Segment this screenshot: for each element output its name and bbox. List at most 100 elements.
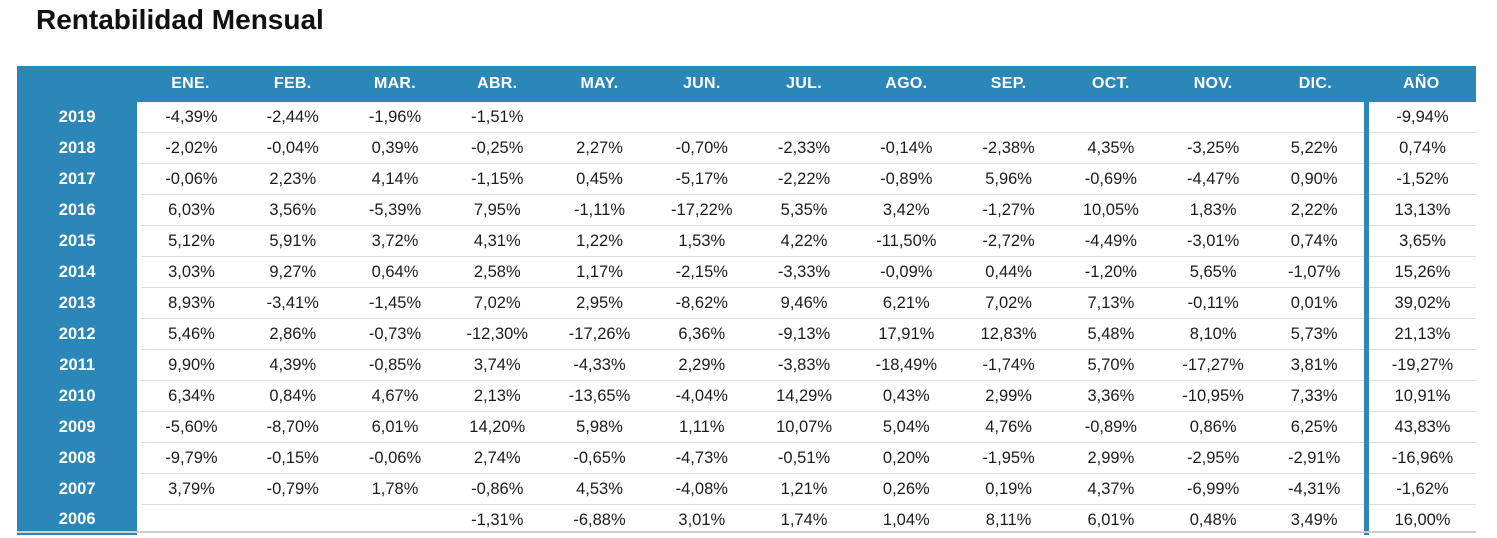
value-cell: -1,20% bbox=[1059, 256, 1162, 288]
value-cell: -8,62% bbox=[650, 287, 753, 319]
value-cell: -0,04% bbox=[241, 132, 344, 164]
value-cell: 2,23% bbox=[241, 163, 344, 195]
year-cell: 2015 bbox=[17, 225, 142, 257]
value-cell: -3,83% bbox=[752, 349, 856, 381]
column-header: MAY. bbox=[548, 66, 651, 102]
column-header: SEP. bbox=[957, 66, 1060, 102]
value-cell: 0,86% bbox=[1161, 411, 1265, 443]
table-row: 2019 -4,39% -2,44% -1,96% -1,51% -9,94% bbox=[17, 102, 1476, 133]
value-cell: -4,33% bbox=[548, 349, 651, 381]
value-cell: -9,13% bbox=[752, 318, 856, 350]
value-cell: 7,95% bbox=[446, 194, 549, 226]
value-cell: 0,43% bbox=[855, 380, 958, 412]
value-cell: -0,89% bbox=[855, 163, 958, 195]
value-cell: 4,67% bbox=[343, 380, 447, 412]
value-cell: 2,86% bbox=[241, 318, 344, 350]
table-row: 2017 -0,06% 2,23% 4,14% -1,15% 0,45% -5,17% -2,… bbox=[17, 163, 1476, 195]
column-header: ABR. bbox=[446, 66, 549, 102]
value-cell: 5,04% bbox=[855, 411, 958, 443]
value-cell bbox=[855, 102, 958, 133]
value-cell: 2,58% bbox=[446, 256, 549, 288]
value-cell: -9,79% bbox=[139, 442, 242, 474]
year-cell: 2013 bbox=[17, 287, 142, 319]
value-cell: 4,14% bbox=[343, 163, 447, 195]
value-cell: 4,31% bbox=[446, 225, 549, 257]
value-cell: 1,11% bbox=[650, 411, 753, 443]
value-cell: -6,99% bbox=[1161, 473, 1265, 505]
value-cell bbox=[752, 102, 856, 133]
value-cell: -0,06% bbox=[139, 163, 242, 195]
value-cell: 4,39% bbox=[241, 349, 344, 381]
value-cell: 6,01% bbox=[343, 411, 447, 443]
value-cell: 0,90% bbox=[1264, 163, 1367, 195]
value-cell: 2,99% bbox=[957, 380, 1060, 412]
value-cell: 0,48% bbox=[1189, 510, 1237, 529]
value-cell: 3,74% bbox=[446, 349, 549, 381]
value-cell bbox=[650, 102, 753, 133]
value-cell: -1,74% bbox=[957, 349, 1060, 381]
value-cell: -2,15% bbox=[650, 256, 753, 288]
year-total-cell: -1,52% bbox=[1364, 163, 1476, 195]
value-cell: 2,29% bbox=[650, 349, 753, 381]
value-cell: 4,22% bbox=[752, 225, 856, 257]
column-header: OCT. bbox=[1059, 66, 1162, 102]
value-cell: -0,65% bbox=[548, 442, 651, 474]
year-total-cell: 16,00% bbox=[1364, 504, 1476, 535]
value-cell: -4,73% bbox=[650, 442, 753, 474]
table-bottom-divider bbox=[17, 531, 1476, 533]
value-cell: 6,34% bbox=[139, 380, 242, 412]
corner-cell bbox=[17, 66, 140, 102]
value-cell: 8,93% bbox=[139, 287, 242, 319]
value-cell: -1,15% bbox=[446, 163, 549, 195]
value-cell: 1,83% bbox=[1161, 194, 1265, 226]
value-cell: -18,49% bbox=[855, 349, 958, 381]
value-cell: 10,07% bbox=[752, 411, 856, 443]
value-cell bbox=[1059, 102, 1162, 133]
year-cell: 2008 bbox=[17, 442, 142, 474]
value-cell bbox=[548, 102, 651, 133]
value-cell: 1,17% bbox=[548, 256, 651, 288]
value-cell: -0,69% bbox=[1059, 163, 1162, 195]
table-row: 2011 9,90% 4,39% -0,85% 3,74% -4,33% 2,29% -3,8… bbox=[17, 349, 1476, 381]
value-cell: 5,22% bbox=[1264, 132, 1367, 164]
value-cell: -0,73% bbox=[343, 318, 447, 350]
value-cell: 0,26% bbox=[855, 473, 958, 505]
value-cell: -4,39% bbox=[139, 102, 242, 133]
year-cell: 2017 bbox=[17, 163, 142, 195]
value-cell: 14,20% bbox=[446, 411, 549, 443]
value-cell: -5,17% bbox=[650, 163, 753, 195]
value-cell: -0,70% bbox=[650, 132, 753, 164]
value-cell: -4,04% bbox=[650, 380, 753, 412]
value-cell: -0,85% bbox=[343, 349, 447, 381]
value-cell: 9,27% bbox=[241, 256, 344, 288]
year-cell: 2007 bbox=[17, 473, 142, 505]
value-cell: -4,08% bbox=[650, 473, 753, 505]
value-cell: 7,33% bbox=[1264, 380, 1367, 412]
column-header: ENE. bbox=[139, 66, 242, 102]
value-cell: 9,90% bbox=[139, 349, 242, 381]
value-cell: -12,30% bbox=[446, 318, 549, 350]
year-cell: 2016 bbox=[17, 194, 142, 226]
value-cell: 5,46% bbox=[139, 318, 242, 350]
value-cell bbox=[957, 102, 1060, 133]
value-cell: 0,44% bbox=[957, 256, 1060, 288]
value-cell: -5,60% bbox=[139, 411, 242, 443]
year-total-cell: 0,74% bbox=[1364, 132, 1476, 164]
value-cell: 8,11% bbox=[985, 510, 1032, 529]
value-cell: -2,02% bbox=[139, 132, 242, 164]
value-cell: 3,81% bbox=[1264, 349, 1367, 381]
table-row: 2010 6,34% 0,84% 4,67% 2,13% -13,65% -4,04% 14,… bbox=[17, 380, 1476, 412]
value-cell: -0,11% bbox=[1161, 287, 1265, 319]
year-total-cell: 43,83% bbox=[1364, 411, 1476, 443]
table-row: 2008 -9,79% -0,15% -0,06% 2,74% -0,65% -4,73% -… bbox=[17, 442, 1476, 474]
value-cell: -1,07% bbox=[1264, 256, 1367, 288]
value-cell: 2,27% bbox=[548, 132, 651, 164]
value-cell: 3,49% bbox=[1290, 510, 1338, 529]
value-cell: -0,15% bbox=[241, 442, 344, 474]
value-cell: 7,13% bbox=[1059, 287, 1162, 319]
value-cell: -0,89% bbox=[1059, 411, 1162, 443]
column-header: JUL. bbox=[752, 66, 856, 102]
value-cell: 10,05% bbox=[1059, 194, 1162, 226]
value-cell: 1,21% bbox=[752, 473, 856, 505]
value-cell: 3,56% bbox=[241, 194, 344, 226]
